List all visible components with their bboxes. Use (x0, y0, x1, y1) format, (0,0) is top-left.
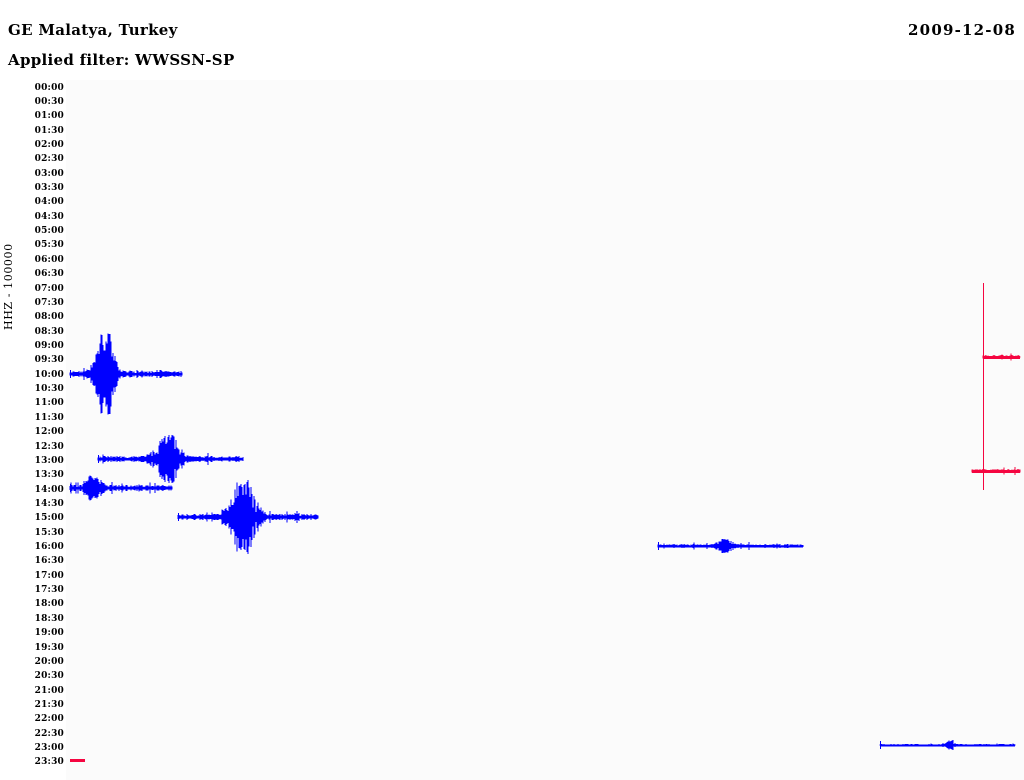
y-axis-tick: 22:30 (34, 728, 64, 739)
y-axis-tick: 16:00 (34, 542, 64, 553)
y-axis-tick: 10:00 (34, 369, 64, 380)
y-axis-tick: 14:30 (34, 498, 64, 509)
y-axis-tick: 14:00 (34, 484, 64, 495)
y-axis-tick: 12:30 (34, 441, 64, 452)
y-axis-tick: 03:00 (34, 168, 64, 179)
plot-canvas (66, 80, 1024, 780)
y-axis-tick: 02:30 (34, 154, 64, 165)
record-date: 2009-12-08 (908, 21, 1016, 39)
y-axis-tick: 20:30 (34, 671, 64, 682)
y-axis-tick: 07:00 (34, 283, 64, 294)
y-axis-tick: 18:00 (34, 599, 64, 610)
y-axis-tick: 22:00 (34, 714, 64, 725)
y-axis-tick: 12:00 (34, 427, 64, 438)
y-axis-tick: 23:30 (34, 757, 64, 768)
y-axis-tick: 06:00 (34, 254, 64, 265)
station-title: GE Malatya, Turkey (8, 21, 178, 39)
y-axis-tick: 05:30 (34, 240, 64, 251)
y-axis-tick: 02:00 (34, 139, 64, 150)
y-axis-tick: 03:30 (34, 183, 64, 194)
y-axis-tick: 05:00 (34, 226, 64, 237)
y-axis-tick: 15:00 (34, 513, 64, 524)
y-axis-tick: 09:00 (34, 340, 64, 351)
y-axis-tick: 07:30 (34, 297, 64, 308)
y-axis-tick: 19:30 (34, 642, 64, 653)
y-axis-tick: 09:30 (34, 355, 64, 366)
y-axis-tick: 23:00 (34, 743, 64, 754)
y-axis-tick: 21:00 (34, 685, 64, 696)
y-axis-tick: 11:30 (34, 412, 64, 423)
y-axis-tick: 15:30 (34, 527, 64, 538)
y-axis-tick: 16:30 (34, 556, 64, 567)
y-axis-tick: 08:30 (34, 326, 64, 337)
y-axis-tick: 11:00 (34, 398, 64, 409)
filter-label: Applied filter: WWSSN-SP (8, 51, 235, 69)
y-axis-tick: 18:30 (34, 613, 64, 624)
y-axis-tick: 20:00 (34, 656, 64, 667)
y-axis-tick: 21:30 (34, 699, 64, 710)
y-axis-tick: 06:30 (34, 269, 64, 280)
y-axis-tick: 19:00 (34, 628, 64, 639)
y-axis-tick: 00:00 (34, 82, 64, 93)
y-axis-tick: 04:30 (34, 211, 64, 222)
y-axis-tick: 01:00 (34, 111, 64, 122)
y-axis-tick: 13:00 (34, 455, 64, 466)
y-axis-tick: 17:30 (34, 585, 64, 596)
y-axis-tick-column: 00:00 00:30 01:00 01:30 02:00 02:30 03:00 03:30… (0, 0, 64, 780)
y-axis-tick: 17:00 (34, 570, 64, 581)
y-axis-tick: 13:30 (34, 470, 64, 481)
y-axis-tick: 04:00 (34, 197, 64, 208)
y-axis-tick: 01:30 (34, 125, 64, 136)
y-axis-tick: 08:00 (34, 312, 64, 323)
y-axis-tick: 00:30 (34, 96, 64, 107)
y-axis-tick: 10:30 (34, 384, 64, 395)
